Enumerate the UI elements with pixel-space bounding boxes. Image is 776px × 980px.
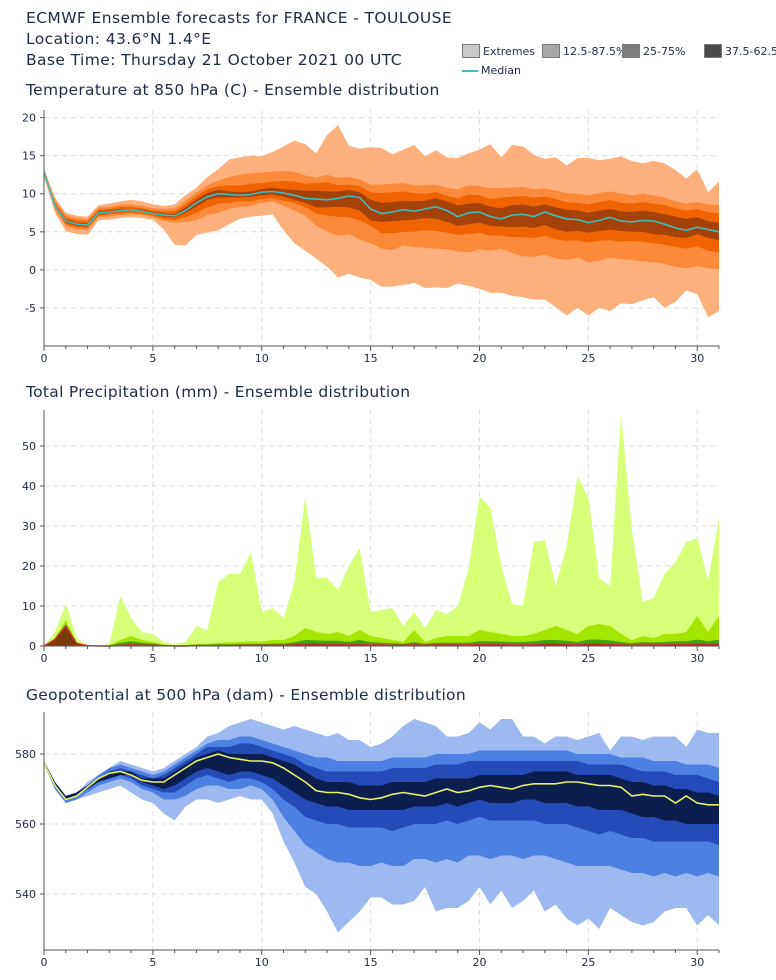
precipitation-band-p87 [44, 616, 719, 646]
temperature-y-tick-label-0: 0 [29, 264, 36, 277]
temperature-y-tick-label-10: 10 [22, 188, 36, 201]
geopotential-x-tick-label-30: 30 [690, 956, 704, 969]
precipitation-x-tick-label-25: 25 [581, 652, 595, 665]
geopotential-x-tick-label-25: 25 [581, 956, 595, 969]
legend-item-p12: 12.5-87.5% [542, 44, 626, 58]
precipitation-chart-title: Total Precipitation (mm) - Ensemble dist… [26, 383, 411, 401]
temperature-y-tick-label-5: 5 [29, 226, 36, 239]
legend-label-extremes: Extremes [483, 44, 536, 58]
legend-item-p37: 37.5-62.5% [704, 44, 776, 58]
temperature-band-p37-p62 [44, 171, 719, 241]
geopotential-x-tick-label-10: 10 [255, 956, 269, 969]
legend-label-p25: 25-75% [643, 44, 686, 58]
temperature-x-tick-label-15: 15 [364, 352, 378, 365]
legend-label-p12: 12.5-87.5% [563, 44, 627, 58]
precipitation-chart: 0 5 10 15 20 25 30 0 10 20 30 40 50 [22, 410, 720, 665]
header-line-base-time: Base Time: Thursday 21 October 2021 00 U… [26, 51, 402, 69]
precipitation-y-tick-label-20: 20 [22, 560, 36, 573]
temperature-x-tick-label-25: 25 [581, 352, 595, 365]
temperature-x-tick-label-20: 20 [472, 352, 486, 365]
geopotential-x-tick-label-20: 20 [472, 956, 486, 969]
legend-item-median: Median [462, 64, 521, 77]
precipitation-median-line [43, 624, 720, 647]
precipitation-y-tick-label-40: 40 [22, 480, 36, 493]
geopotential-x-tick-label-5: 5 [149, 956, 156, 969]
temperature-y-tick-label--5: -5 [25, 302, 36, 315]
legend-swatch-extremes [462, 44, 480, 58]
geopotential-x-tick-label-0: 0 [41, 956, 48, 969]
precipitation-x-tick-label-0: 0 [41, 652, 48, 665]
temperature-x-tick-label-10: 10 [255, 352, 269, 365]
geopotential-chart: 0 5 10 15 20 25 30 540 560 580 [15, 712, 720, 969]
precipitation-x-tick-label-5: 5 [149, 652, 156, 665]
precipitation-x-tick-label-15: 15 [364, 652, 378, 665]
precipitation-x-tick-label-30: 30 [690, 652, 704, 665]
precipitation-band-p75 [44, 624, 719, 646]
legend-swatch-p12 [542, 44, 560, 58]
geopotential-x-tick-label-15: 15 [364, 956, 378, 969]
temperature-x-tick-label-5: 5 [149, 352, 156, 365]
temperature-chart-title: Temperature at 850 hPa (C) - Ensemble di… [26, 81, 440, 99]
legend-label-p37: 37.5-62.5% [725, 44, 776, 58]
legend-item-p25: 25-75% [622, 44, 685, 58]
legend-label-median: Median [481, 64, 522, 77]
geopotential-y-tick-label-580: 580 [15, 748, 36, 761]
geopotential-y-tick-label-560: 560 [15, 818, 36, 831]
temperature-x-tick-label-30: 30 [690, 352, 704, 365]
geopotential-chart-title: Geopotential at 500 hPa (dam) - Ensemble… [26, 686, 466, 704]
temperature-y-tick-label-20: 20 [22, 112, 36, 125]
geopotential-band-p37-p62 [44, 750, 719, 824]
legend-swatch-p25 [622, 44, 640, 58]
precipitation-y-tick-label-30: 30 [22, 520, 36, 533]
header-line-title: ECMWF Ensemble forecasts for FRANCE - TO… [26, 9, 453, 27]
temperature-y-tick-label-15: 15 [22, 150, 36, 163]
precipitation-y-tick-label-0: 0 [29, 640, 36, 653]
temperature-median-line [43, 172, 720, 233]
precipitation-y-tick-label-10: 10 [22, 600, 36, 613]
legend-swatch-median [462, 69, 478, 72]
header-line-location: Location: 43.6°N 1.4°E [26, 30, 212, 48]
precipitation-band-max [44, 414, 719, 646]
legend-item-extremes: Extremes [462, 44, 535, 58]
temperature-chart: 0 5 10 15 20 25 30 -5 0 5 10 15 20 [22, 110, 720, 365]
legend-swatch-p37 [704, 44, 722, 58]
temperature-x-tick-label-0: 0 [41, 352, 48, 365]
precipitation-y-tick-label-50: 50 [22, 440, 36, 453]
precipitation-x-tick-label-10: 10 [255, 652, 269, 665]
geopotential-y-tick-label-540: 540 [15, 888, 36, 901]
precipitation-x-tick-label-20: 20 [472, 652, 486, 665]
geopotential-median-line [43, 753, 719, 806]
